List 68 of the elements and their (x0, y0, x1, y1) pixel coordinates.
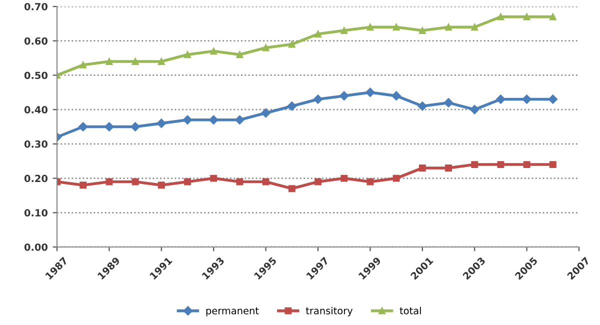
point (392, 91, 401, 100)
point (158, 182, 165, 189)
point (104, 122, 114, 132)
point (366, 178, 374, 186)
point (366, 88, 375, 98)
legend-label: transitory (306, 306, 353, 316)
y-tick-label: 0.00 (24, 243, 48, 251)
legend-label: permanent (206, 307, 259, 316)
point (130, 122, 140, 132)
point (313, 94, 323, 104)
point (287, 102, 297, 111)
point (210, 174, 218, 182)
point (184, 178, 191, 186)
point (156, 118, 166, 128)
point (418, 164, 426, 172)
y-tick-label: 0.70 (24, 2, 48, 10)
point (339, 91, 349, 100)
point (548, 94, 558, 104)
point (497, 13, 504, 20)
y-tick-label: 0.30 (24, 140, 48, 148)
y-tick-label: 0.40 (24, 106, 48, 114)
point (471, 24, 478, 31)
point (80, 182, 87, 189)
point (210, 48, 218, 55)
point (236, 51, 244, 58)
point (340, 27, 348, 34)
point (445, 24, 452, 31)
point (340, 174, 348, 182)
point (288, 40, 296, 48)
point (418, 102, 428, 111)
point (235, 115, 244, 124)
point (236, 178, 244, 186)
point (262, 44, 270, 52)
point (418, 27, 426, 34)
point (288, 185, 296, 192)
point (182, 115, 192, 124)
point (184, 51, 191, 58)
point (522, 94, 532, 104)
point (314, 30, 322, 38)
point (262, 178, 270, 186)
point (497, 161, 504, 168)
point (208, 115, 218, 124)
point (314, 178, 322, 186)
point (444, 98, 454, 108)
point (158, 58, 165, 65)
point (496, 94, 506, 104)
point (106, 178, 113, 186)
point (132, 178, 139, 186)
y-tick-label: 0.50 (24, 72, 48, 80)
point (392, 24, 400, 31)
point (549, 13, 556, 20)
point (80, 61, 87, 68)
point (392, 174, 400, 182)
point (78, 122, 88, 132)
point (366, 24, 374, 31)
point (261, 108, 270, 118)
legend-label: total (400, 306, 421, 314)
point (470, 104, 480, 114)
point (523, 13, 530, 20)
y-tick-label: 0.60 (24, 37, 48, 45)
point (445, 164, 452, 172)
y-tick-label: 0.20 (24, 174, 48, 182)
y-tick-label: 0.10 (24, 209, 48, 216)
point (471, 161, 478, 168)
point (132, 58, 139, 65)
point (523, 161, 530, 168)
point (549, 161, 556, 168)
point (106, 58, 113, 65)
